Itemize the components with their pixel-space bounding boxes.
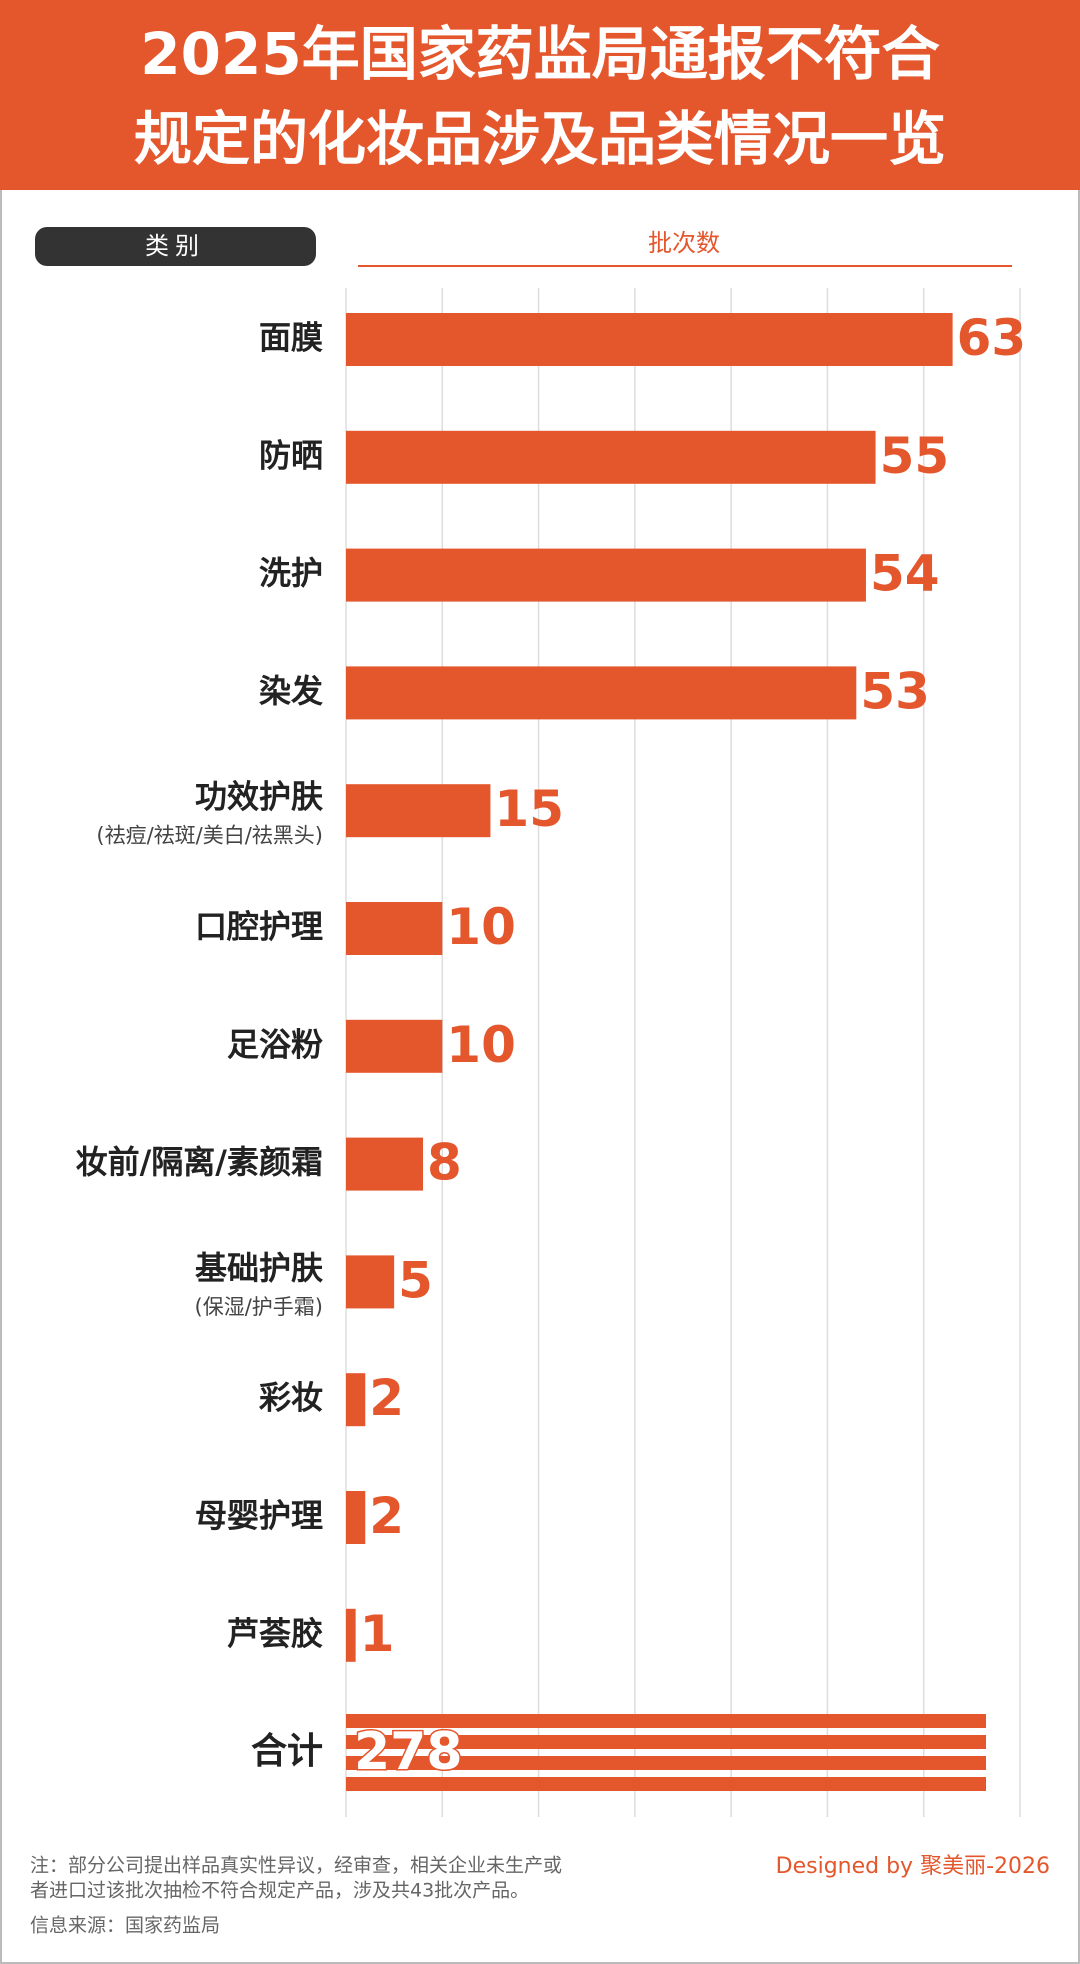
value-label: 63 — [957, 309, 1027, 367]
category-label: 面膜 — [259, 319, 323, 357]
category-label: 足浴粉 — [227, 1025, 323, 1063]
category-label: 彩妆 — [259, 1379, 323, 1417]
bar — [346, 548, 866, 602]
bar — [346, 666, 857, 720]
total-stripe — [346, 1735, 986, 1749]
value-label: 53 — [860, 662, 930, 720]
value-label: 15 — [494, 780, 564, 838]
total-label: 合计 — [251, 1731, 323, 1772]
value-header: 批次数 — [648, 229, 720, 257]
category-note: (保湿/护手霜) — [195, 1295, 323, 1319]
total-value: 278 — [354, 1722, 463, 1782]
category-label: 功效护肤 — [195, 778, 324, 816]
bar — [346, 1255, 395, 1309]
category-header-pill — [35, 227, 316, 266]
header — [0, 0, 1080, 190]
bar — [346, 1491, 366, 1544]
total-stripe — [346, 1756, 986, 1770]
value-label: 10 — [446, 1016, 516, 1074]
category-header: 类别 — [145, 232, 205, 260]
category-label: 妆前/隔离/素颜霜 — [76, 1143, 323, 1181]
source: 信息来源：国家药监局 — [30, 1915, 220, 1937]
category-label: 基础护肤 — [195, 1249, 324, 1287]
title-line: 规定的化妆品涉及品类情况一览 — [134, 105, 946, 173]
value-label: 54 — [870, 545, 940, 603]
bar — [346, 1019, 443, 1073]
title-line: 2025年国家药监局通报不符合 — [140, 20, 939, 88]
category-label: 芦荟胶 — [227, 1614, 323, 1652]
total-stripe — [346, 1777, 986, 1791]
bar — [346, 1608, 356, 1662]
credit: Designed by 聚美丽-2026 — [776, 1854, 1050, 1879]
value-label: 55 — [880, 427, 950, 485]
bar — [346, 902, 443, 955]
bar — [346, 1137, 424, 1191]
value-label: 2 — [369, 1487, 404, 1545]
category-label: 染发 — [259, 672, 323, 710]
bar — [346, 784, 491, 838]
category-label: 母婴护理 — [195, 1497, 323, 1535]
value-label: 8 — [427, 1134, 462, 1192]
bar — [346, 1373, 366, 1427]
note: 者进口过该批次抽检不符合规定产品，涉及共43批次产品。 — [30, 1880, 529, 1902]
value-label: 2 — [369, 1369, 404, 1427]
category-label: 洗护 — [259, 554, 323, 592]
total-stripe — [346, 1714, 986, 1728]
value-label: 10 — [446, 898, 516, 956]
category-label: 防晒 — [259, 436, 323, 474]
bar — [346, 430, 876, 484]
bar — [346, 313, 953, 366]
value-label: 1 — [360, 1605, 395, 1663]
category-note: (祛痘/祛斑/美白/祛黑头) — [96, 824, 323, 848]
category-label: 口腔护理 — [195, 908, 323, 946]
value-label: 5 — [398, 1251, 433, 1309]
note: 注：部分公司提出样品真实性异议，经审查，相关企业未生产或 — [30, 1855, 562, 1877]
